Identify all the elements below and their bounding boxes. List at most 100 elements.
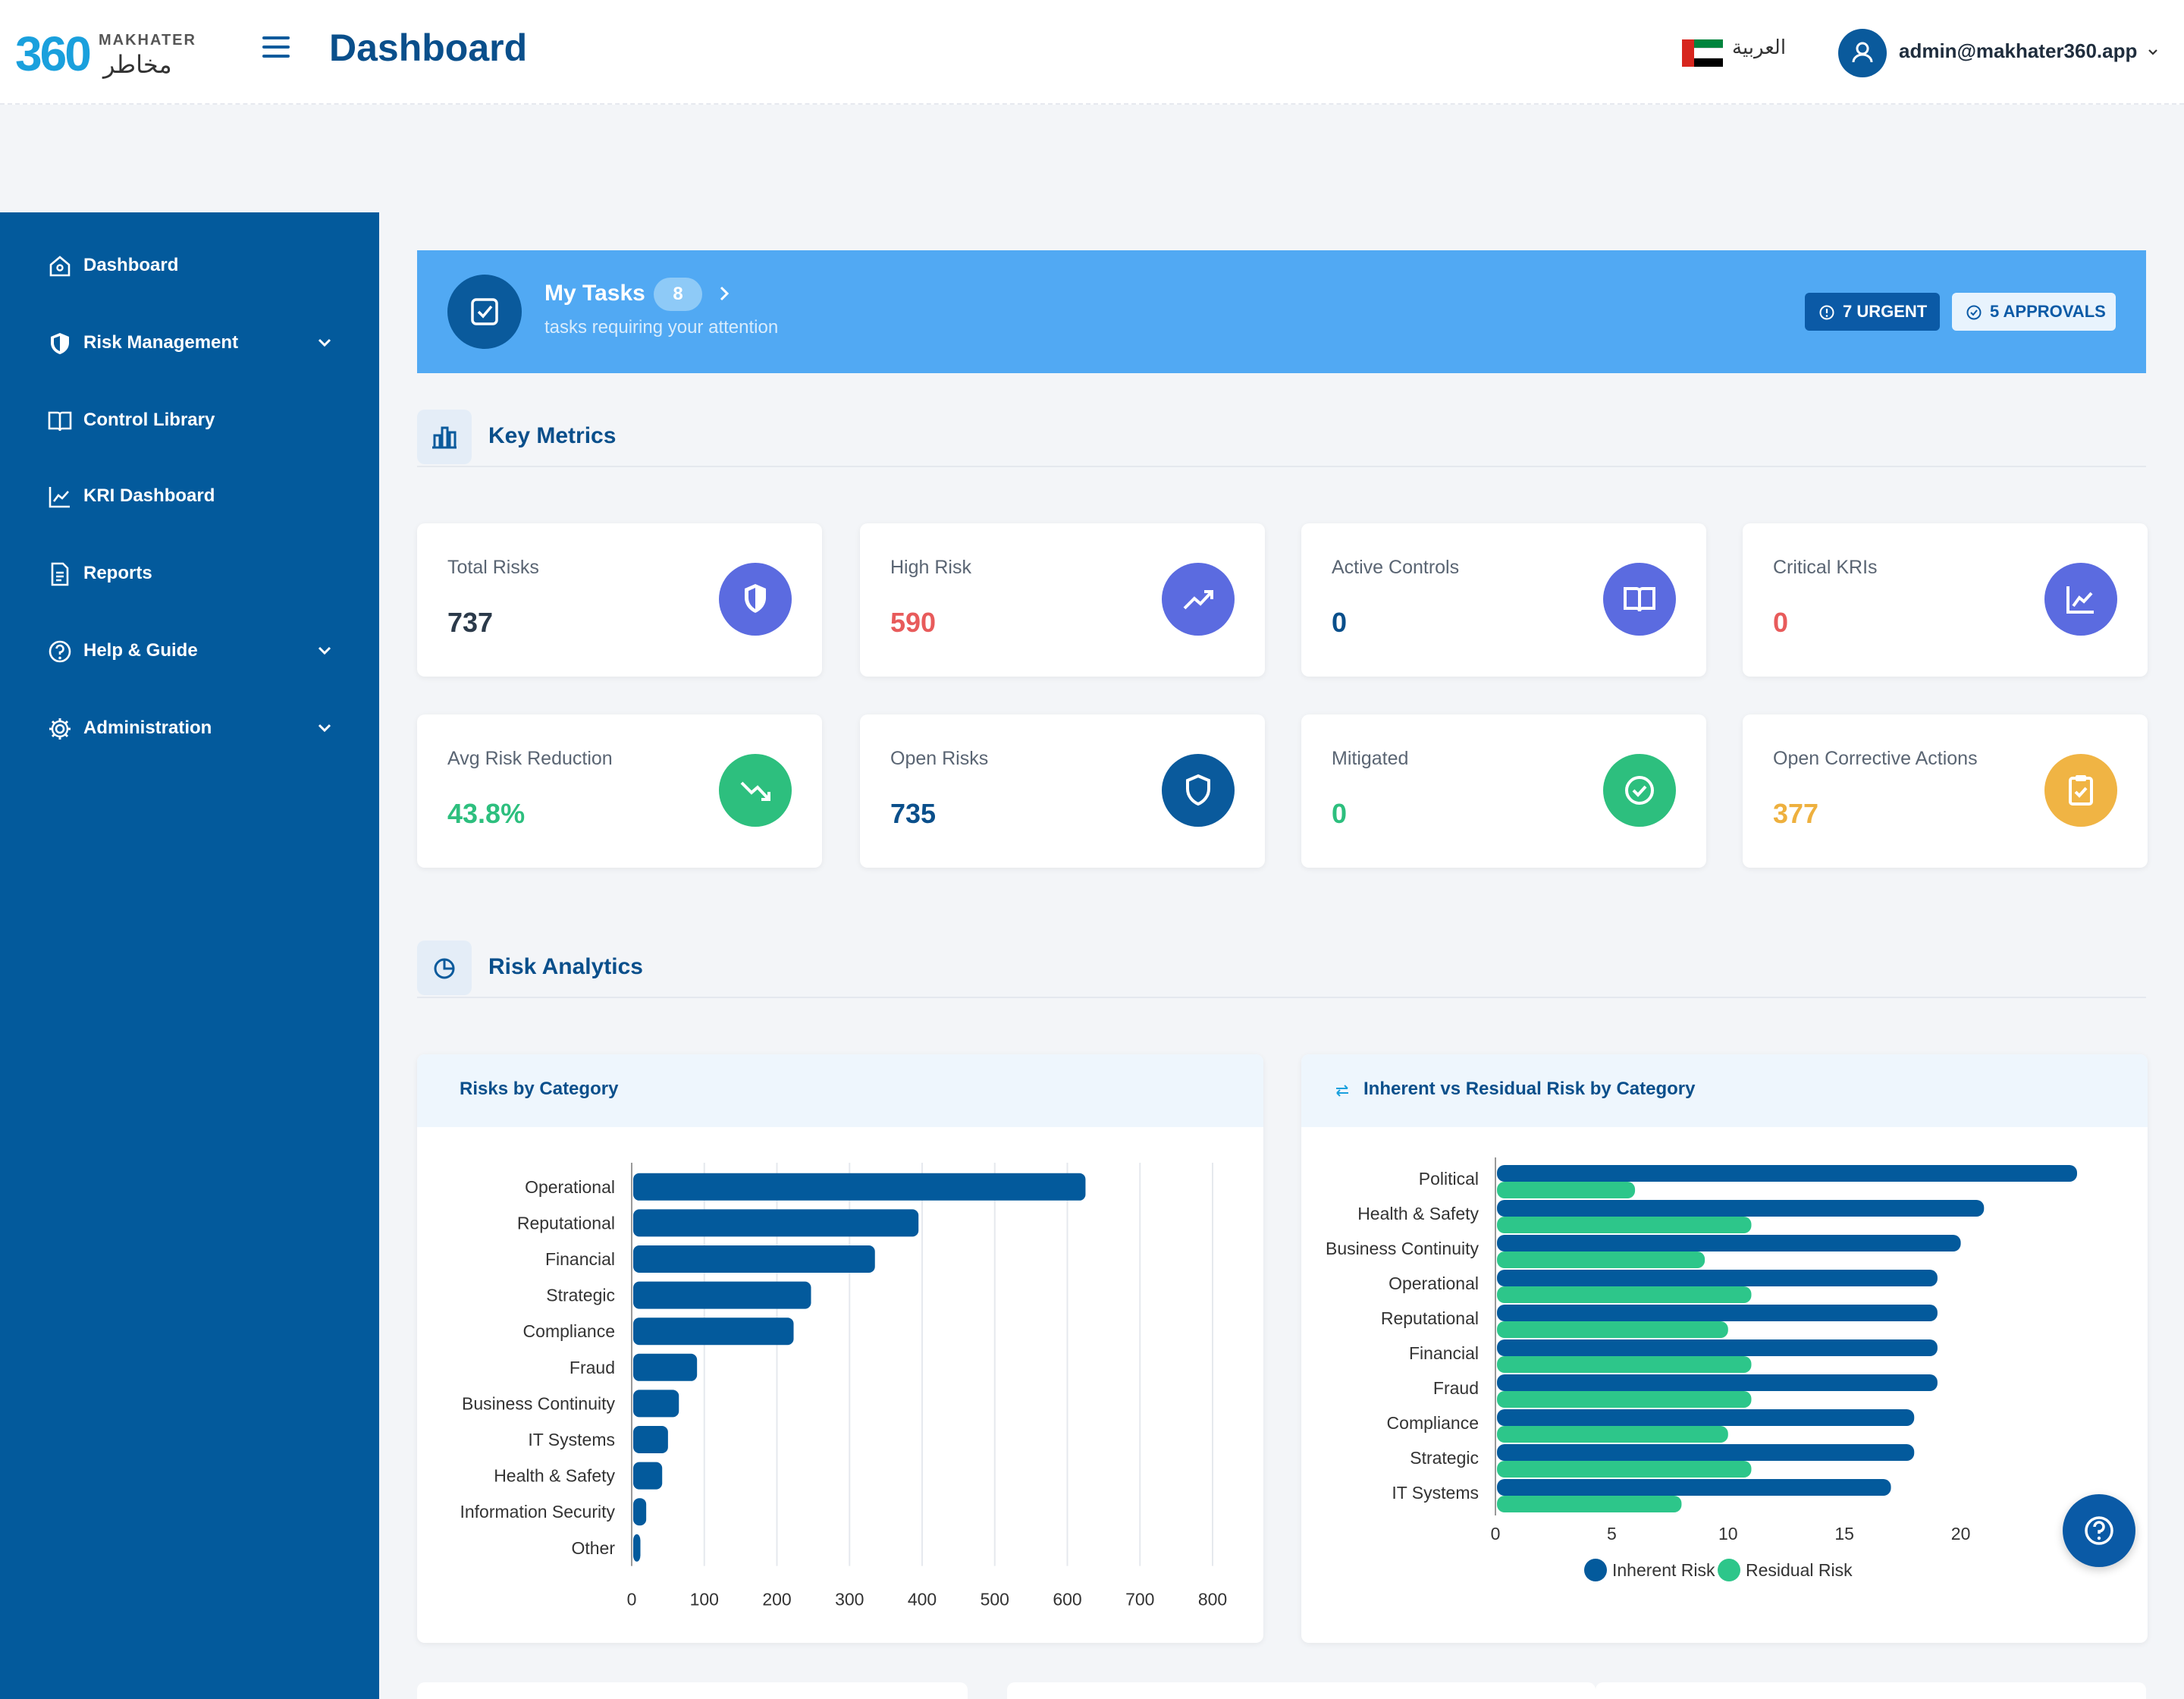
bar	[1497, 1305, 1938, 1321]
category-label: Information Security	[460, 1502, 615, 1522]
trend-down-icon	[719, 754, 792, 827]
x-tick-label: 0	[627, 1590, 637, 1609]
key-metrics-heading: Key Metrics	[417, 410, 2146, 467]
user-icon	[1852, 42, 1873, 63]
x-tick-label: 15	[1834, 1524, 1854, 1544]
section-title: Key Metrics	[488, 423, 617, 448]
bar	[1497, 1444, 1915, 1461]
menu-toggle-icon[interactable]	[262, 36, 290, 64]
metric-card-open-corrective-actions[interactable]: Open Corrective Actions 377	[1743, 714, 2148, 868]
pie-chart-icon	[417, 941, 472, 995]
metric-card-open-risks[interactable]: Open Risks 735	[860, 714, 1265, 868]
bar	[1497, 1479, 1891, 1496]
inherent-vs-residual-chart: 0 5 10 15 20 Political Health & Safety Business…	[1326, 1157, 2077, 1581]
sidebar-item-label: Control Library	[83, 410, 215, 430]
top-header: 360 MAKHATER مخاطر Dashboard العربية adm…	[0, 0, 2184, 105]
legend-swatch	[1718, 1559, 1740, 1581]
chart-title: Inherent vs Residual Risk by Category	[1363, 1079, 1696, 1099]
metric-card-total-risks[interactable]: Total Risks 737	[417, 523, 822, 677]
sidebar-item-label: KRI Dashboard	[83, 485, 215, 506]
category-label: IT Systems	[528, 1430, 615, 1449]
sidebar-item-reports[interactable]: Reports	[0, 543, 379, 604]
book-icon	[48, 411, 72, 432]
chevron-down-icon[interactable]	[314, 640, 335, 661]
category-label: Fraud	[570, 1358, 615, 1377]
chevron-down-icon[interactable]	[314, 332, 335, 353]
urgent-tasks-button[interactable]: 7 URGENT	[1805, 293, 1940, 331]
metric-card-avg-risk-reduction[interactable]: Avg Risk Reduction 43.8%	[417, 714, 822, 868]
bar	[1497, 1286, 1752, 1303]
brand-logo[interactable]: 360 MAKHATER مخاطر	[15, 27, 205, 80]
sidebar-item-risk-management[interactable]: Risk Management	[0, 312, 379, 373]
help-circle-icon	[49, 640, 71, 663]
clipboard-check-icon	[2044, 754, 2117, 827]
x-tick-label: 10	[1718, 1524, 1738, 1544]
risk-analytics-heading: Risk Analytics	[417, 941, 2146, 998]
bar	[1497, 1391, 1752, 1408]
sidebar-item-label: Administration	[83, 718, 212, 738]
metric-card-critical-kris[interactable]: Critical KRIs 0	[1743, 523, 2148, 677]
bar	[1497, 1182, 1636, 1198]
chevron-right-icon[interactable]	[713, 282, 736, 305]
metric-value: 0	[1773, 607, 1789, 638]
metric-value: 590	[890, 607, 937, 638]
metric-label: High Risk	[890, 557, 971, 578]
sidebar-item-help-guide[interactable]: Help & Guide	[0, 620, 379, 681]
sidebar-item-administration[interactable]: Administration	[0, 698, 379, 758]
chart-title: Risks by Category	[460, 1079, 619, 1099]
bar	[1497, 1409, 1915, 1426]
bar	[1497, 1165, 2077, 1182]
check-circle-icon	[1603, 754, 1676, 827]
bar	[1497, 1251, 1705, 1268]
approvals-label: 5 APPROVALS	[1990, 302, 2106, 321]
metric-card-active-controls[interactable]: Active Controls 0	[1301, 523, 1706, 677]
shield-half-icon	[719, 563, 792, 636]
category-label: Business Continuity	[1326, 1239, 1479, 1258]
bottom-card	[1596, 1682, 2146, 1699]
line-chart-icon	[49, 487, 70, 508]
x-tick-label: 5	[1607, 1524, 1617, 1544]
bar	[633, 1281, 811, 1309]
category-label: Compliance	[523, 1321, 615, 1341]
language-switch[interactable]: العربية	[1732, 36, 1787, 59]
bar	[1497, 1496, 1682, 1512]
bar	[633, 1209, 919, 1237]
bar	[633, 1534, 641, 1562]
chevron-down-icon	[2148, 49, 2157, 55]
category-label: Financial	[545, 1249, 615, 1269]
metric-label: Total Risks	[447, 557, 539, 578]
approvals-button[interactable]: 5 APPROVALS	[1952, 293, 2116, 331]
risks-by-category-panel: Risks by Category 0 100 200 300 400 500 600 700…	[417, 1054, 1263, 1643]
tasks-title: My Tasks	[544, 281, 645, 306]
section-title: Risk Analytics	[488, 954, 643, 979]
logo-english: MAKHATER	[99, 32, 196, 49]
home-icon	[49, 256, 71, 277]
bar	[1497, 1235, 1961, 1251]
metric-value: 0	[1332, 607, 1348, 638]
metric-card-mitigated[interactable]: Mitigated 0	[1301, 714, 1706, 868]
my-tasks-banner[interactable]: My Tasks 8 tasks requiring your attentio…	[417, 250, 2146, 373]
bar	[633, 1317, 794, 1346]
category-label: Operational	[1389, 1273, 1479, 1293]
uae-flag-icon[interactable]	[1682, 39, 1723, 67]
bar-chart-icon	[417, 410, 472, 464]
chart-line-icon	[2044, 563, 2117, 636]
category-label: Operational	[525, 1177, 615, 1197]
legend-label: Residual Risk	[1746, 1560, 1853, 1580]
user-menu[interactable]: admin@makhater360.app	[1899, 39, 2160, 63]
chevron-down-icon[interactable]	[314, 718, 335, 739]
metric-card-high-risk[interactable]: High Risk 590	[860, 523, 1265, 677]
sidebar-item-dashboard[interactable]: Dashboard	[0, 235, 379, 296]
urgent-label: 7 URGENT	[1843, 302, 1928, 321]
user-avatar[interactable]	[1838, 29, 1887, 77]
document-icon	[51, 562, 69, 586]
panel-header: Inherent vs Residual Risk by Category	[1301, 1054, 2148, 1127]
sidebar-item-kri-dashboard[interactable]: KRI Dashboard	[0, 466, 379, 526]
tasks-count-badge: 8	[654, 278, 702, 311]
sidebar-item-control-library[interactable]: Control Library	[0, 390, 379, 451]
bar	[1497, 1374, 1938, 1391]
check-circle-icon	[1966, 305, 1982, 320]
help-floating-button[interactable]	[2063, 1494, 2135, 1567]
x-tick-label: 800	[1198, 1590, 1227, 1609]
x-tick-label: 100	[690, 1590, 719, 1609]
